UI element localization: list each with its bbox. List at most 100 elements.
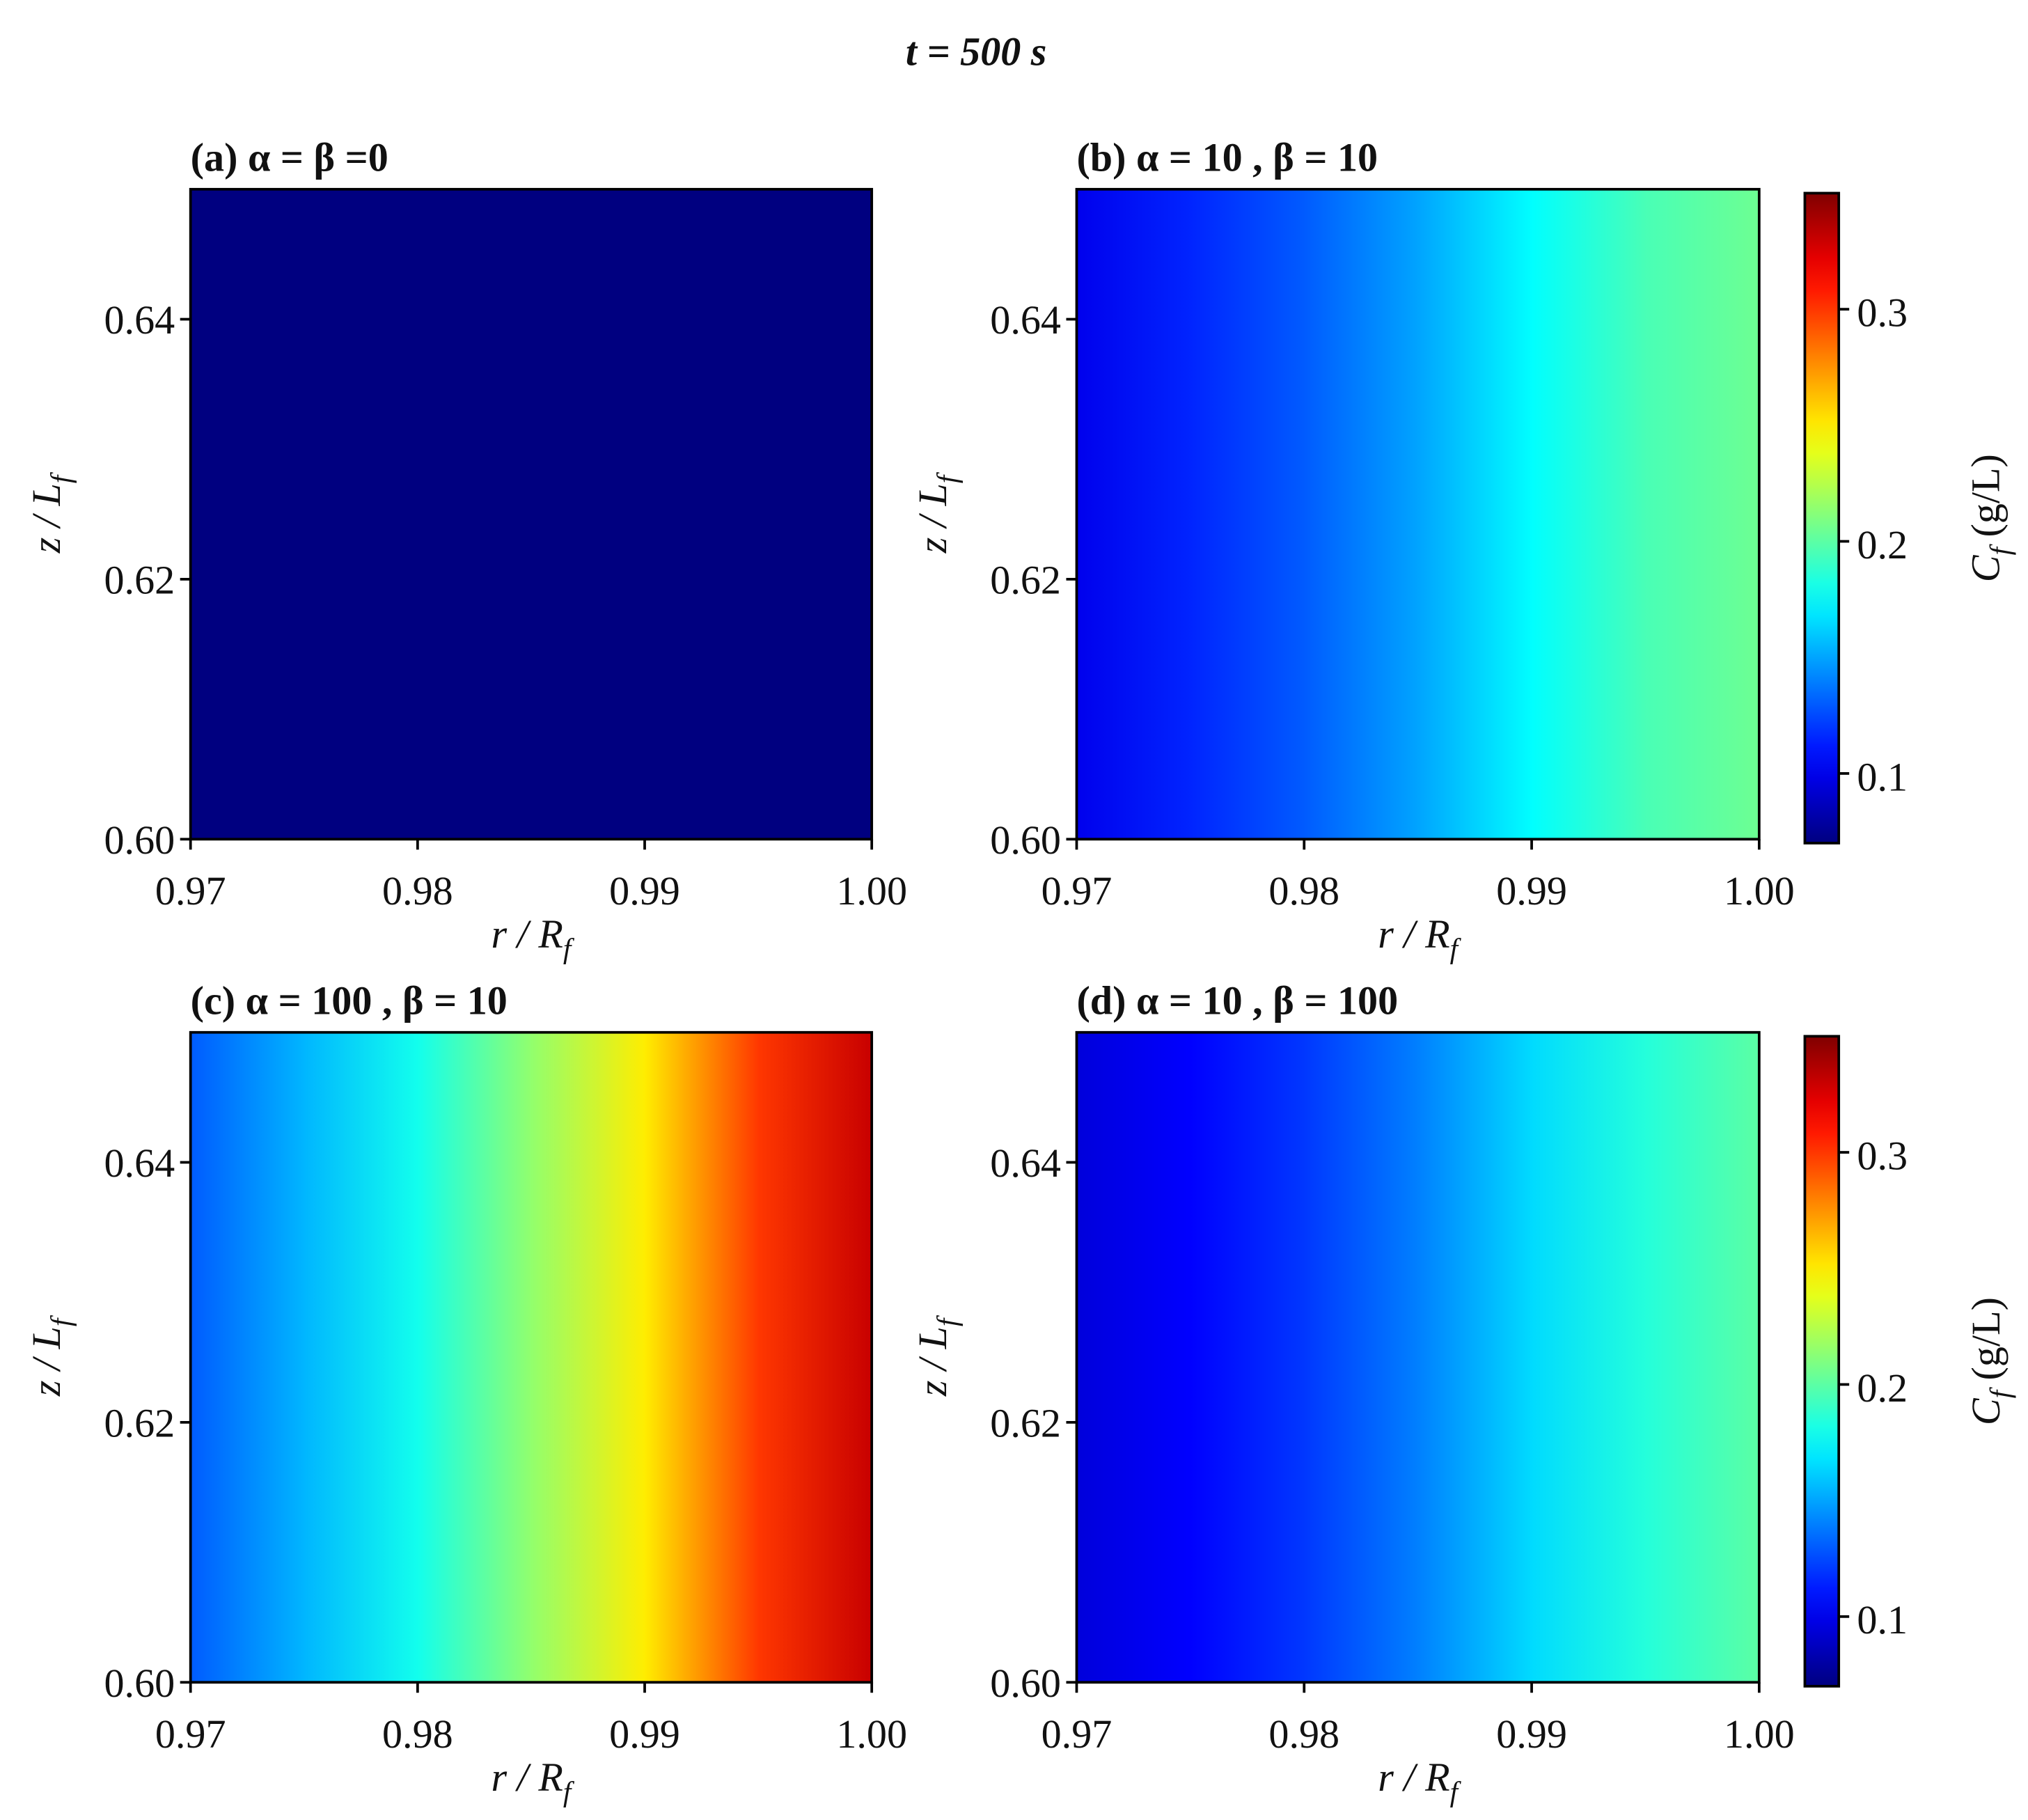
panel-title: (a) α = β =0 xyxy=(191,135,388,180)
x-tick-label: 0.98 xyxy=(382,868,453,913)
label-sub: f xyxy=(1450,932,1462,964)
heatmap-cell xyxy=(1190,189,1305,840)
y-tick-label: 0.64 xyxy=(990,1140,1061,1186)
x-tick-label: 0.97 xyxy=(155,868,226,913)
heatmap-cell xyxy=(190,1032,305,1683)
label-sub: f xyxy=(1450,1775,1462,1807)
axis-label: r / Rf xyxy=(492,911,575,964)
colorbar xyxy=(1803,191,1841,845)
label-main: z / L xyxy=(910,1326,955,1397)
colorbar-tick-label: 0.2 xyxy=(1857,522,1908,567)
axis-label: Cf (g/L) xyxy=(1963,454,2016,582)
axis-label: z / Lf xyxy=(24,1315,77,1397)
y-tick-label: 0.60 xyxy=(990,817,1061,863)
heatmap-cell xyxy=(758,189,872,840)
heatmap-cell xyxy=(417,189,533,840)
y-tick-label: 0.62 xyxy=(104,558,175,603)
heatmap-cell xyxy=(645,1032,760,1683)
x-tick-label: 1.00 xyxy=(1724,868,1795,913)
x-tick-label: 0.97 xyxy=(1041,1711,1113,1757)
heatmap-cell xyxy=(1417,1032,1533,1683)
axis-label: r / Rf xyxy=(492,1755,575,1807)
label-main: C xyxy=(1963,1397,2009,1425)
x-tick-label: 0.97 xyxy=(155,1711,226,1757)
panel-title: (b) α = 10 , β = 10 xyxy=(1076,135,1378,180)
label-sub: f xyxy=(563,1775,575,1807)
y-tick-label: 0.64 xyxy=(990,297,1061,343)
heatmap-cell xyxy=(1532,189,1646,840)
y-tick-label: 0.62 xyxy=(104,1400,175,1445)
label-sub: f xyxy=(45,1315,77,1326)
heatmap-cell xyxy=(1304,189,1419,840)
colorbar-tick-label: 0.1 xyxy=(1857,754,1908,799)
heatmap-cell xyxy=(1645,189,1759,840)
heatmap-cell xyxy=(1076,189,1191,840)
y-tick-label: 0.62 xyxy=(990,558,1061,603)
label-main: z / L xyxy=(24,1326,69,1397)
heatmap-cell xyxy=(1304,1032,1419,1683)
x-tick-label: 0.98 xyxy=(382,1711,453,1757)
x-tick-label: 1.00 xyxy=(836,868,907,913)
label-main: r / R xyxy=(1378,911,1449,957)
heatmap-cell xyxy=(530,189,646,840)
heatmap-cell xyxy=(190,189,305,840)
x-tick-label: 1.00 xyxy=(836,1711,907,1757)
label-main: r / R xyxy=(1378,1755,1449,1800)
axis-label: r / Rf xyxy=(1378,1755,1461,1807)
heatmap-cell xyxy=(645,189,760,840)
plot-frame xyxy=(1075,1030,1761,1684)
x-tick-label: 1.00 xyxy=(1724,1711,1795,1757)
label-main: r / R xyxy=(492,1755,563,1800)
colorbar xyxy=(1803,1035,1841,1688)
axis-label: z / Lf xyxy=(24,471,77,554)
heatmap-cell xyxy=(304,1032,418,1683)
plot-frame xyxy=(189,187,874,841)
x-tick-label: 0.99 xyxy=(609,868,680,913)
y-tick-label: 0.64 xyxy=(104,297,175,343)
axis-label: z / Lf xyxy=(910,471,963,554)
x-tick-label: 0.99 xyxy=(1496,1711,1567,1757)
axis-label: z / Lf xyxy=(910,1315,963,1397)
x-tick-label: 0.98 xyxy=(1268,1711,1339,1757)
axis-label: Cf (g/L) xyxy=(1963,1297,2016,1425)
colorbar-tick-label: 0.1 xyxy=(1857,1597,1908,1642)
panel-title: (c) α = 100 , β = 10 xyxy=(191,978,508,1023)
label-main: r / R xyxy=(492,911,563,957)
label-main: z / L xyxy=(910,483,955,554)
plot-frame xyxy=(189,1030,874,1684)
panel-title: (d) α = 10 , β = 100 xyxy=(1076,978,1398,1023)
heatmap-cell xyxy=(1076,1032,1191,1683)
y-tick-label: 0.60 xyxy=(104,1661,175,1706)
colorbar-tick-label: 0.3 xyxy=(1857,1133,1908,1178)
y-tick-label: 0.62 xyxy=(990,1400,1061,1445)
y-tick-label: 0.60 xyxy=(990,1661,1061,1706)
y-tick-label: 0.64 xyxy=(104,1140,175,1186)
y-tick-label: 0.60 xyxy=(104,817,175,863)
label-sub: f xyxy=(563,932,575,964)
plot-frame xyxy=(1075,187,1761,841)
label-sub: f xyxy=(931,1315,963,1326)
heatmap-cell xyxy=(530,1032,646,1683)
label-sub: f xyxy=(45,471,77,483)
colorbar-tick-label: 0.2 xyxy=(1857,1365,1908,1411)
colorbar-tick-label: 0.3 xyxy=(1857,290,1908,335)
label-main: z / L xyxy=(24,483,69,554)
x-tick-label: 0.99 xyxy=(1496,868,1567,913)
label-unit: (g/L) xyxy=(1963,454,2009,547)
x-tick-label: 0.99 xyxy=(609,1711,680,1757)
heatmap-cell xyxy=(304,189,418,840)
heatmap-cell xyxy=(1190,1032,1305,1683)
heatmap-cell xyxy=(417,1032,533,1683)
figure-title: t = 500 s xyxy=(906,29,1047,74)
x-tick-label: 0.98 xyxy=(1268,868,1339,913)
label-main: C xyxy=(1963,554,2009,582)
heatmap-cell xyxy=(758,1032,872,1683)
axis-label: r / Rf xyxy=(1378,911,1461,964)
label-sub: f xyxy=(931,471,963,483)
heatmap-cell xyxy=(1645,1032,1759,1683)
x-tick-label: 0.97 xyxy=(1041,868,1113,913)
heatmap-cell xyxy=(1532,1032,1646,1683)
label-unit: (g/L) xyxy=(1963,1297,2009,1390)
